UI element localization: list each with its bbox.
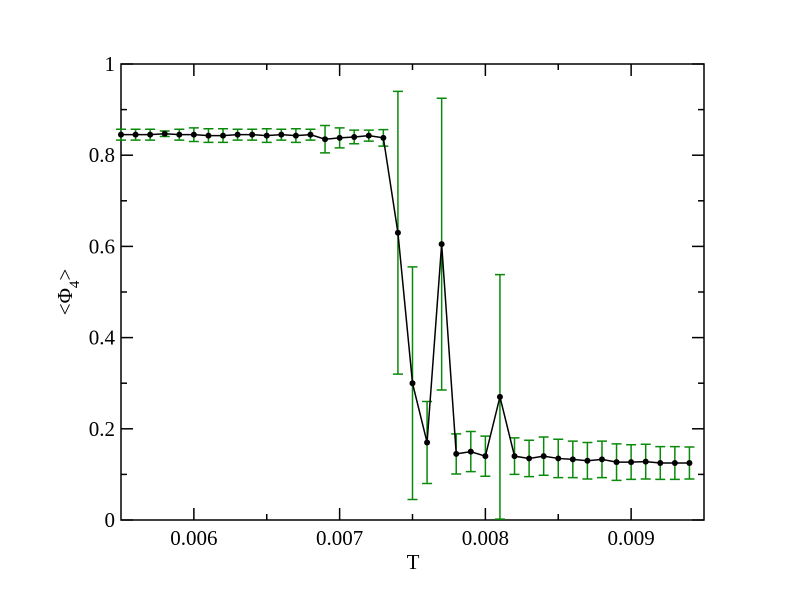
data-point <box>453 450 460 457</box>
data-point <box>249 131 256 138</box>
data-point <box>394 229 401 236</box>
data-point <box>190 131 197 138</box>
data-point <box>278 131 285 138</box>
data-point <box>657 460 664 466</box>
data-point <box>540 453 547 460</box>
data-point <box>555 455 562 462</box>
x-tick-label: 0.007 <box>316 526 363 550</box>
x-tick-label: 0.009 <box>608 526 655 550</box>
data-point <box>496 393 503 400</box>
y-tick-label: 0.2 <box>89 417 115 441</box>
x-axis-label: T <box>407 550 420 574</box>
data-point <box>526 455 533 462</box>
data-point <box>613 459 620 466</box>
data-point <box>686 460 693 466</box>
data-point <box>628 459 635 466</box>
data-point <box>234 131 241 138</box>
data-point <box>424 439 431 446</box>
data-point <box>132 131 139 138</box>
y-label-main: <Φ <box>53 288 77 315</box>
y-axis-label: <Φ4> <box>53 269 83 316</box>
data-point <box>351 133 358 140</box>
data-point <box>511 453 518 460</box>
data-point <box>671 460 678 466</box>
y-tick-label: 0 <box>105 508 116 532</box>
data-point <box>176 131 183 138</box>
x-tick-label: 0.006 <box>170 526 217 550</box>
y-tick-label: 0.6 <box>89 234 115 258</box>
data-point <box>467 448 474 455</box>
y-label-sub: 4 <box>67 280 83 288</box>
data-point <box>161 130 168 137</box>
data-point <box>307 131 314 138</box>
data-point <box>569 456 576 463</box>
data-point <box>598 456 605 463</box>
series-line <box>121 133 690 464</box>
y-tick-label: 1 <box>105 52 116 76</box>
data-point <box>336 134 343 141</box>
y-tick-label: 0.8 <box>89 143 115 167</box>
data-point <box>263 132 270 139</box>
data-point <box>118 131 124 138</box>
data-point <box>584 457 591 464</box>
y-tick-label: 0.4 <box>89 326 116 350</box>
data-point <box>438 241 445 248</box>
data-point <box>220 132 227 139</box>
data-point <box>642 458 649 465</box>
data-point <box>322 136 329 143</box>
data-point <box>147 131 154 138</box>
y-label-end: > <box>53 269 77 281</box>
x-tick-label: 0.008 <box>462 526 509 550</box>
data-point <box>205 132 212 139</box>
data-point <box>409 380 416 387</box>
data-point <box>482 453 489 460</box>
data-point <box>292 132 299 139</box>
data-point <box>365 132 372 139</box>
data-point <box>380 134 387 141</box>
